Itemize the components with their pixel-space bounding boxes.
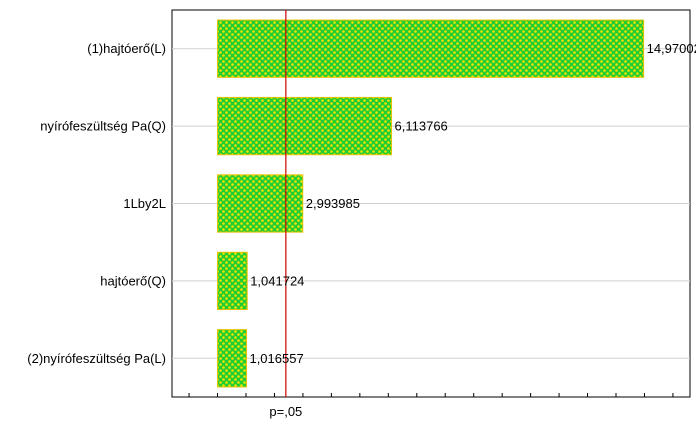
bar bbox=[217, 251, 248, 311]
value-labels: 14,97002 6,113766 2,993985 1,041724 1,016557 bbox=[249, 41, 696, 366]
bar bbox=[217, 174, 304, 233]
value-label: 1,016557 bbox=[249, 351, 303, 366]
bar bbox=[217, 96, 393, 156]
value-label: 6,113766 bbox=[395, 119, 448, 134]
category-label: nyírófeszültség Pa(Q) bbox=[40, 119, 166, 134]
category-label: 1Lby2L bbox=[123, 196, 166, 211]
value-label: 1,041724 bbox=[250, 273, 304, 288]
reference-line-label: p=,05 bbox=[269, 404, 302, 419]
value-label: 14,97002 bbox=[647, 41, 696, 56]
value-label: 2,993985 bbox=[306, 196, 360, 211]
x-axis-ticks bbox=[188, 393, 674, 397]
category-labels: (1)hajtóerő(L) nyírófeszültség Pa(Q) 1Lby2… bbox=[27, 41, 166, 366]
category-label: hajtóerő(Q) bbox=[100, 273, 166, 288]
bars bbox=[217, 19, 645, 388]
category-label: (2)nyírófeszültség Pa(L) bbox=[27, 351, 166, 366]
reference-line-group: p=,05 bbox=[269, 10, 302, 419]
bar bbox=[217, 19, 645, 78]
category-label: (1)hajtóerő(L) bbox=[87, 41, 166, 56]
bar bbox=[217, 329, 247, 388]
